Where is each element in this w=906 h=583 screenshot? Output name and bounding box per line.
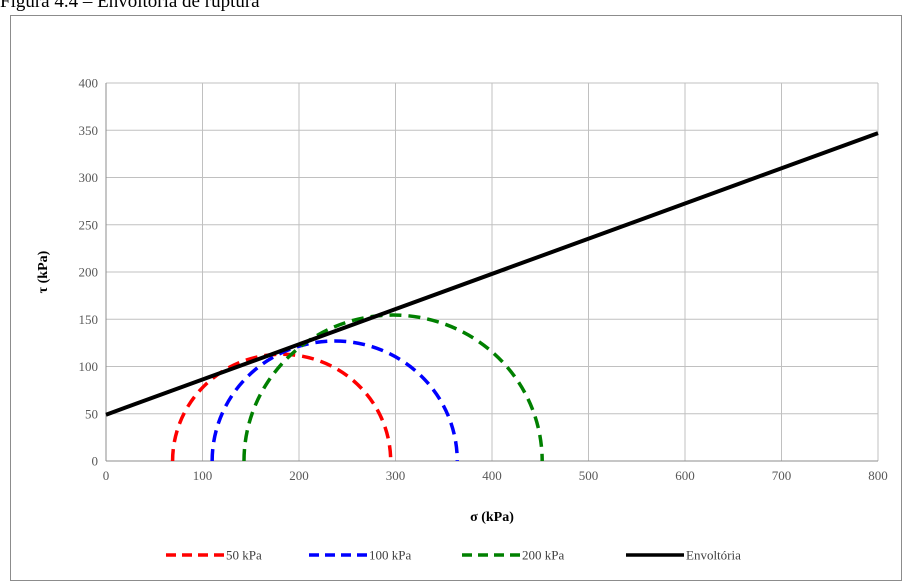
y-tick-label: 250 <box>79 217 99 232</box>
y-tick-label: 400 <box>79 76 99 91</box>
x-tick-label: 700 <box>772 468 792 483</box>
y-axis-title: τ (kPa) <box>36 250 51 293</box>
x-tick-label: 100 <box>193 468 213 483</box>
legend: 50 kPa 100 kPa 200 kPa Envoltória <box>166 548 741 563</box>
x-tick-label: 800 <box>868 468 888 483</box>
x-tick-label: 500 <box>579 468 599 483</box>
caption-fragment: Figura 4.4 – Envoltória de ruptura <box>0 0 906 14</box>
grid-lines <box>105 82 879 462</box>
y-tick-label: 50 <box>85 406 98 421</box>
legend-label-1: 100 kPa <box>369 548 411 563</box>
x-tick-labels: 0 100 200 300 400 500 600 700 800 <box>103 468 888 483</box>
y-tick-labels: 0 50 100 150 200 250 300 350 400 <box>79 76 99 469</box>
y-tick-label: 0 <box>92 454 99 469</box>
y-tick-label: 350 <box>79 123 99 138</box>
legend-label-0: 50 kPa <box>226 548 262 563</box>
legend-label-2: 200 kPa <box>522 548 564 563</box>
plot-series <box>105 131 879 462</box>
series-200-kpa <box>242 313 544 462</box>
x-tick-label: 300 <box>386 468 406 483</box>
chart-frame <box>10 15 902 581</box>
x-tick-label: 400 <box>482 468 502 483</box>
y-tick-label: 300 <box>79 170 99 185</box>
series-50-kpa <box>170 352 393 462</box>
series-100-kpa <box>210 339 460 462</box>
y-tick-label: 100 <box>79 359 99 374</box>
series-envolt-ria <box>105 131 879 417</box>
x-tick-label: 200 <box>289 468 309 483</box>
y-tick-label: 150 <box>79 312 99 327</box>
x-tick-label: 0 <box>103 468 110 483</box>
x-axis-title: σ (kPa) <box>470 510 514 525</box>
x-tick-label: 600 <box>675 468 695 483</box>
y-tick-label: 200 <box>79 265 99 280</box>
caption-text: Figura 4.4 – Envoltória de ruptura <box>0 0 260 12</box>
legend-label-3: Envoltória <box>686 548 741 563</box>
